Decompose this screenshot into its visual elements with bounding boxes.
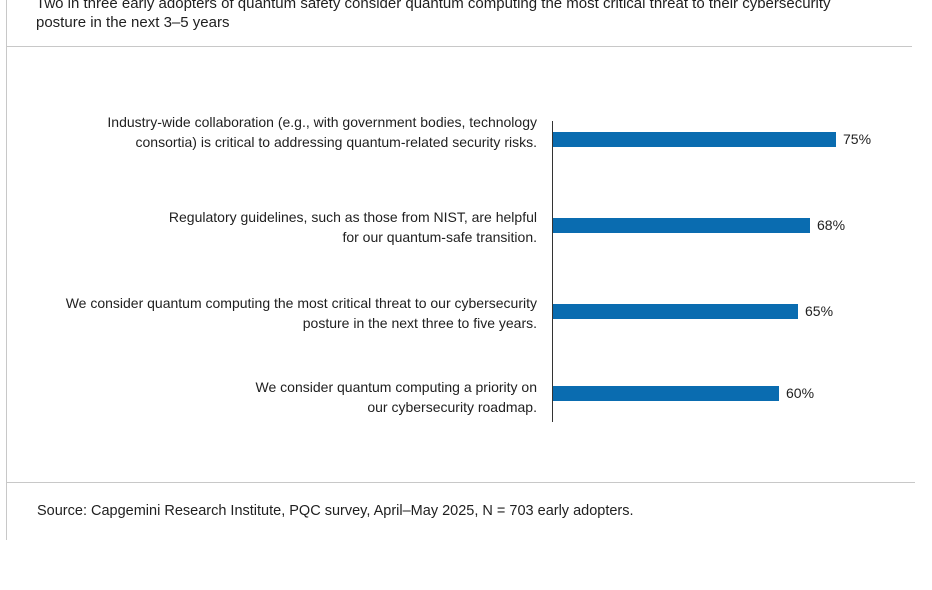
category-label-line: Industry-wide collaboration (e.g., with … xyxy=(107,114,537,130)
category-label: We consider quantum computing the most c… xyxy=(66,293,537,333)
bottom-divider xyxy=(6,482,915,483)
bar-value-label: 60% xyxy=(786,385,815,401)
category-label-line: for our quantum-safe transition. xyxy=(342,229,537,245)
category-label-line: We consider quantum computing the most c… xyxy=(65,295,537,311)
category-label-line: Regulatory guidelines, such as those fro… xyxy=(168,209,537,225)
bar-value-label: 65% xyxy=(805,303,834,319)
chart-subtitle: Two in three early adopters of quantum s… xyxy=(36,0,831,31)
category-label-line: posture in the next three to five years. xyxy=(302,315,537,331)
top-divider xyxy=(6,46,912,47)
bar-value-label: 68% xyxy=(817,217,846,233)
bar-value-label: 75% xyxy=(843,131,872,147)
category-label-line: consortia) is critical to addressing qua… xyxy=(135,134,538,150)
category-label: Industry-wide collaboration (e.g., with … xyxy=(107,112,537,152)
bar xyxy=(553,304,798,319)
category-label-line: our cybersecurity roadmap. xyxy=(367,399,537,415)
source-note: Source: Capgemini Research Institute, PQ… xyxy=(37,503,634,519)
category-label: We consider quantum computing a priority… xyxy=(256,377,537,417)
category-label-line: We consider quantum computing a priority… xyxy=(255,379,537,395)
frame-left-border xyxy=(6,0,7,540)
bar xyxy=(553,386,779,401)
category-label: Regulatory guidelines, such as those fro… xyxy=(169,207,537,247)
bar xyxy=(553,132,836,147)
bar xyxy=(553,218,810,233)
category-axis-line xyxy=(552,121,553,422)
